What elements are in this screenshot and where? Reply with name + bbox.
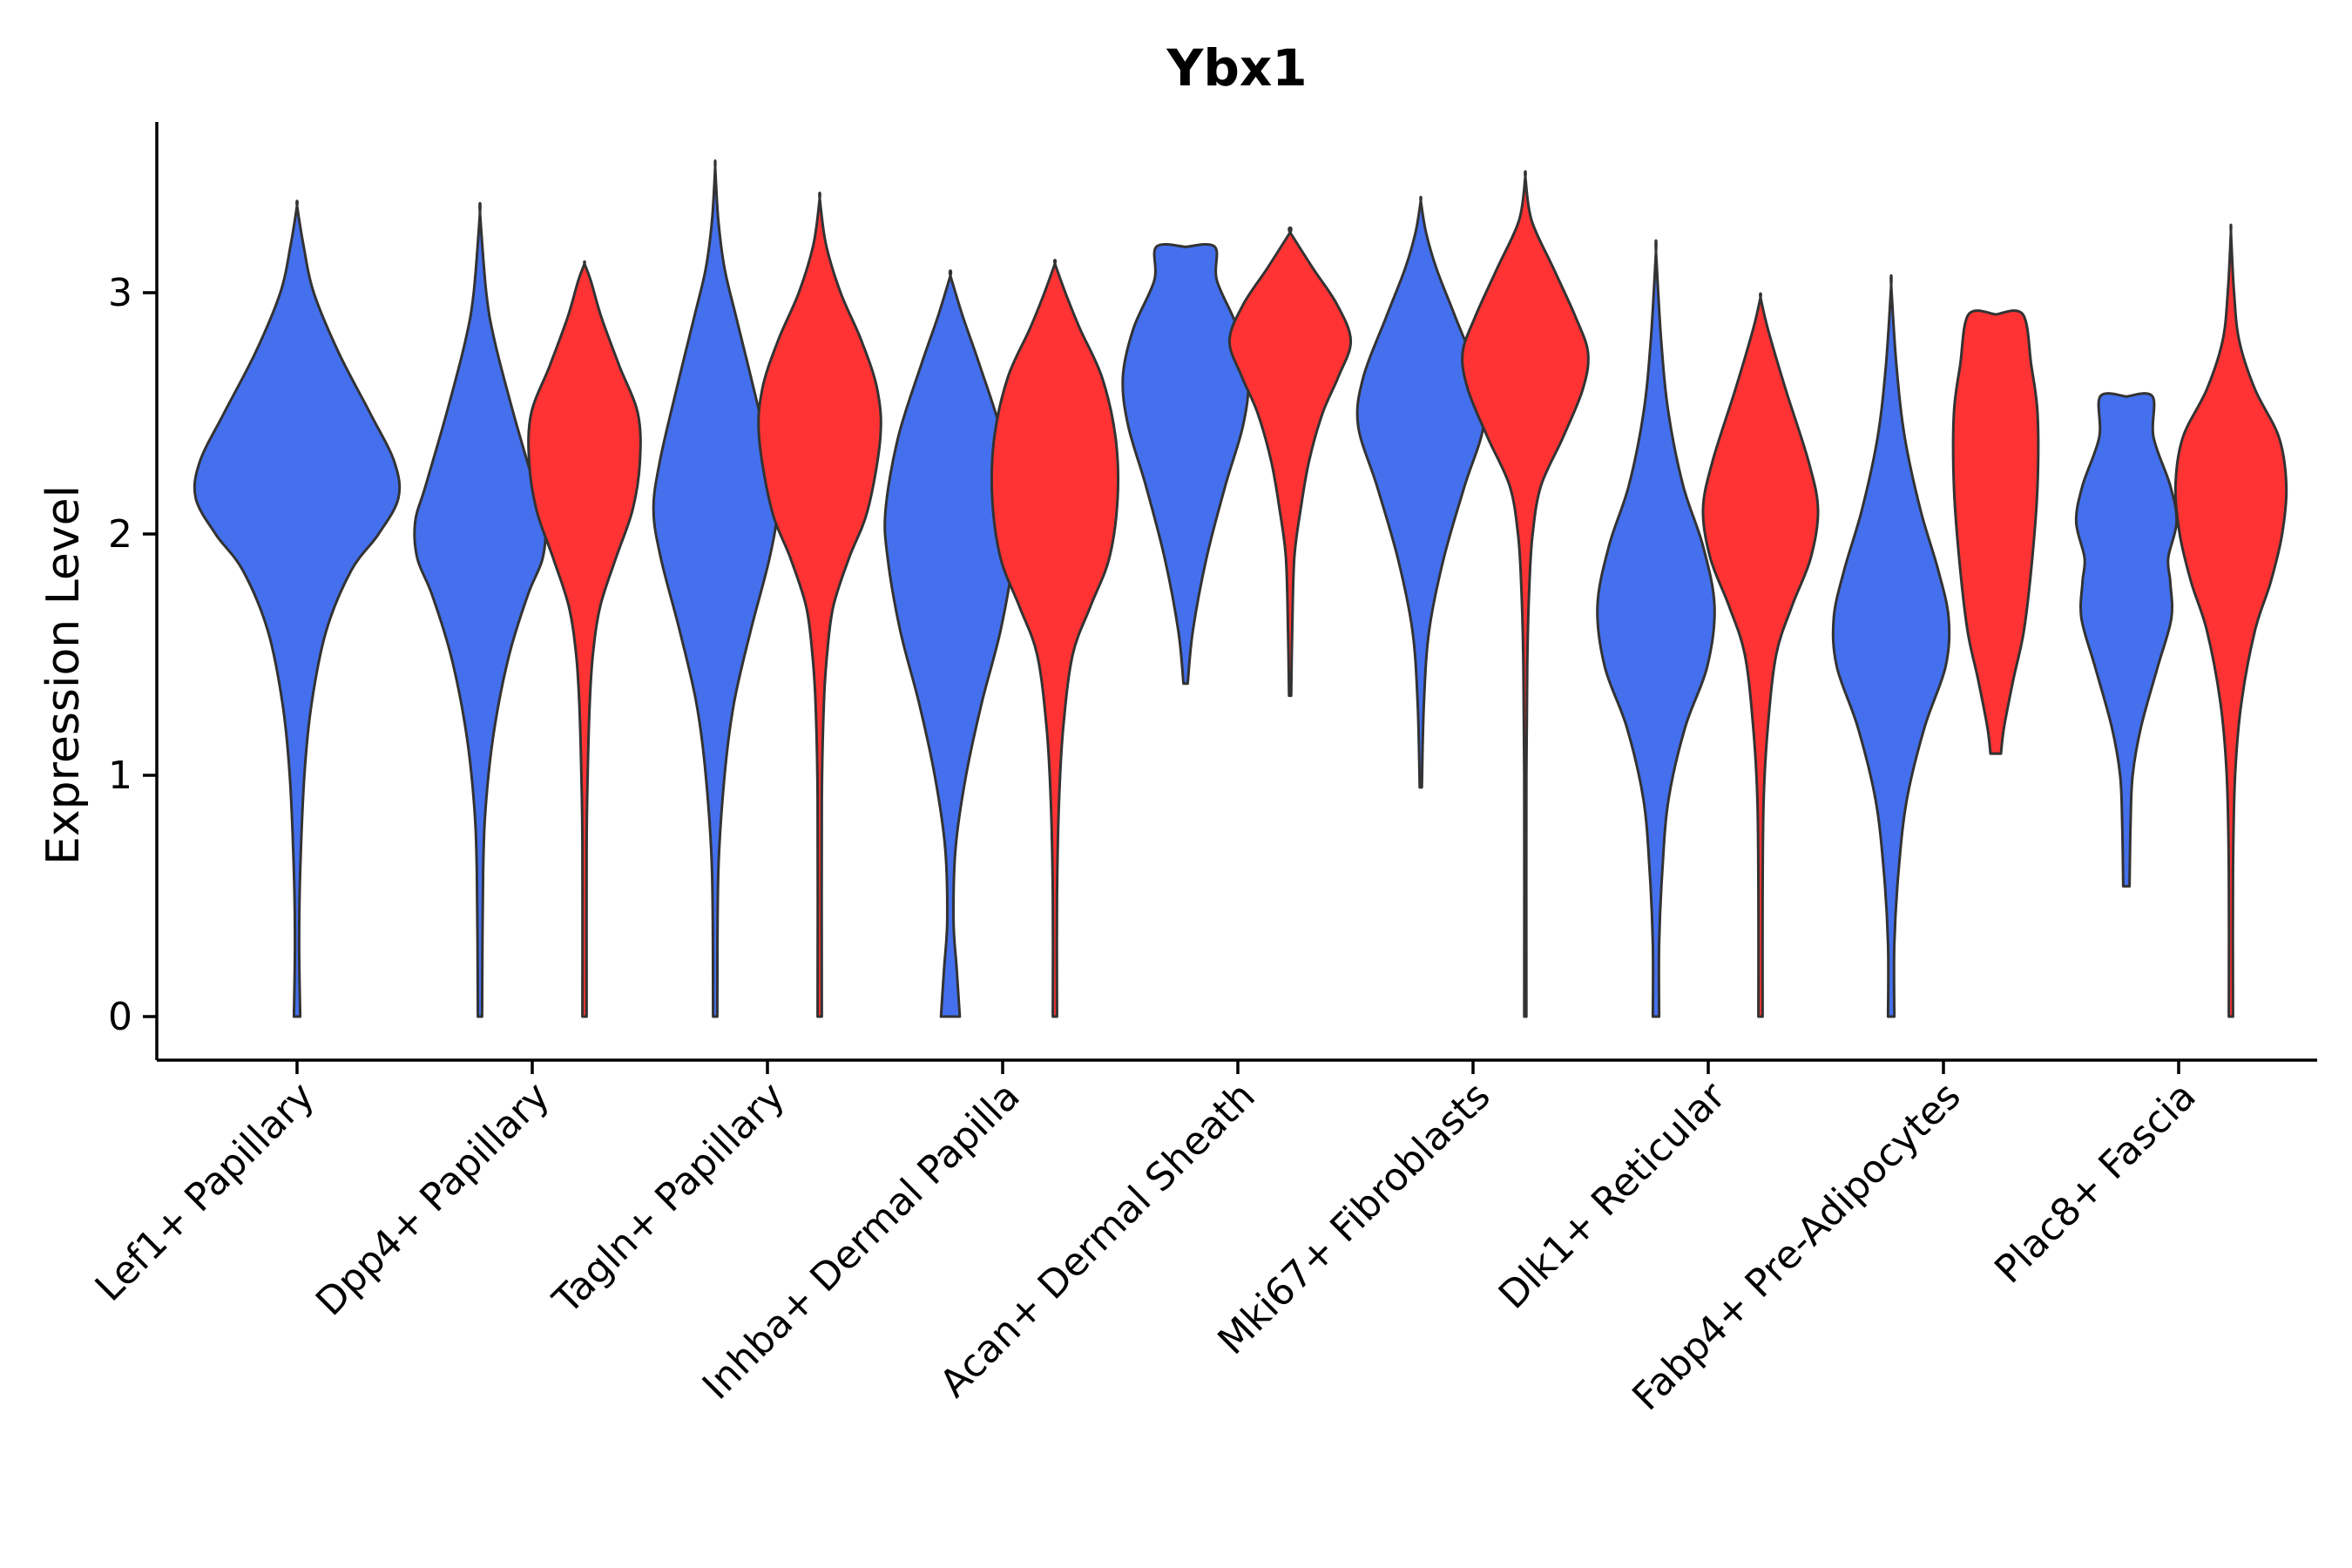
x-tick-label: Mki67+ Fibroblasts xyxy=(1209,1074,1498,1363)
violin-layer xyxy=(193,159,2288,1018)
violin-group-blue-dlk1-reticular xyxy=(1596,239,1716,1018)
x-tick-label: Dlk1+ Reticular xyxy=(1490,1073,1735,1318)
y-ticks: 0 1 2 3 xyxy=(108,271,157,1039)
x-tick-label: Tagln+ Papillary xyxy=(544,1074,794,1323)
violin-group-blue-mki67-fibroblasts xyxy=(1355,195,1486,789)
violin-group-blue-inhba-dermal-papilla xyxy=(883,269,1017,1018)
violin-group-blue-acan-dermal-sheath xyxy=(1121,243,1250,686)
y-tick-label: 1 xyxy=(108,754,132,798)
violin-group-blue-fabp4-pre-adipocytes xyxy=(1831,274,1951,1018)
violin-group-red-dpp4-papillary xyxy=(527,260,642,1018)
violin-group-red-mki67-fibroblasts xyxy=(1461,170,1590,1018)
x-tick-label: Plac8+ Fascia xyxy=(1986,1074,2205,1293)
violin-group-red-inhba-dermal-papilla xyxy=(990,259,1120,1018)
violin-group-red-plac8-fascia xyxy=(2173,223,2288,1018)
violin-group-red-tagln-papillary xyxy=(757,191,882,1018)
chart-title: Ybx1 xyxy=(1166,38,1307,98)
violin-group-red-dlk1-reticular xyxy=(1701,292,1820,1018)
violin-group-blue-dpp4-papillary xyxy=(413,201,547,1018)
x-tick-label: Lef1+ Papillary xyxy=(87,1074,323,1310)
violin-group-blue-plac8-fascia xyxy=(2074,392,2179,888)
y-tick-label: 0 xyxy=(108,995,132,1039)
violin-group-blue-tagln-papillary xyxy=(652,159,779,1018)
violin-group-red-acan-dermal-sheath xyxy=(1227,226,1353,698)
y-tick-label: 2 xyxy=(108,512,132,557)
violin-group-blue-lef1-papillary xyxy=(193,199,402,1018)
y-tick-label: 3 xyxy=(108,271,132,315)
x-tick-label: Dpp4+ Papillary xyxy=(308,1074,558,1325)
violin-group-red-fabp4-pre-adipocytes xyxy=(1951,309,2040,755)
y-axis-label: Expression Level xyxy=(37,485,90,865)
